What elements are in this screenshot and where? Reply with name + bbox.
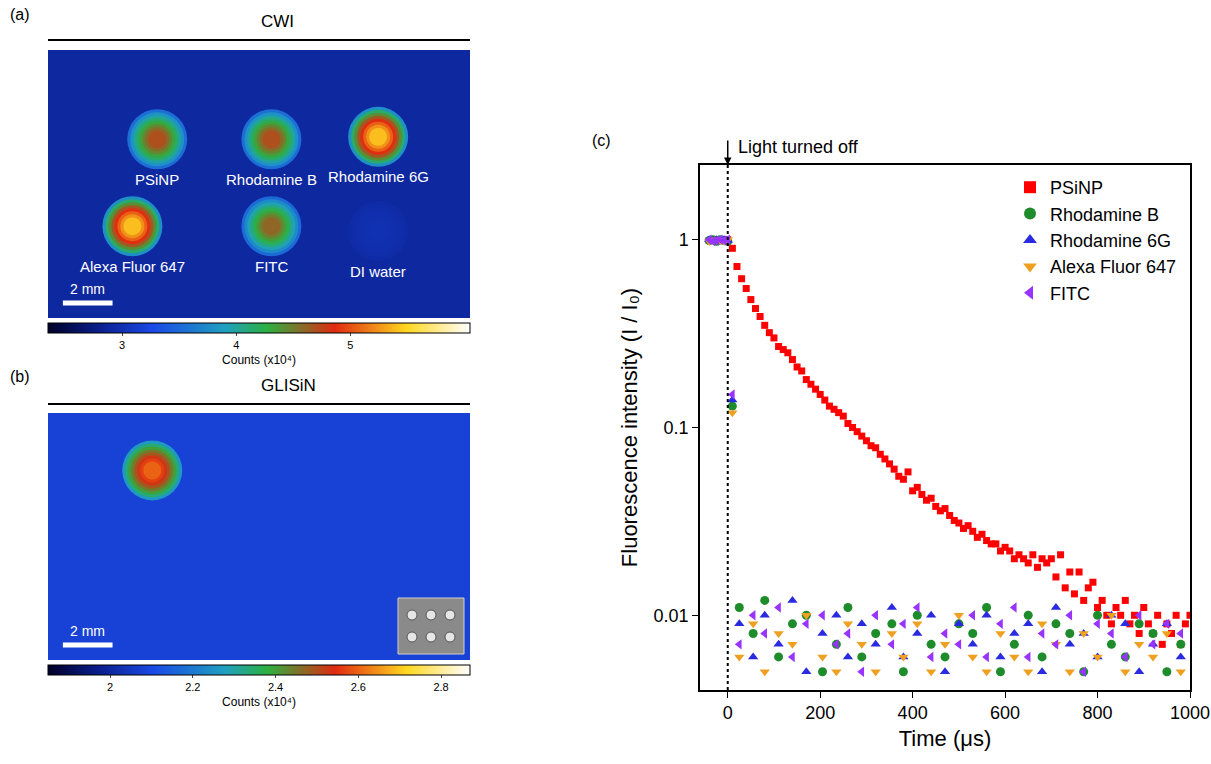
svg-text:800: 800 bbox=[1083, 703, 1113, 723]
svg-text:5: 5 bbox=[347, 339, 353, 351]
svg-text:1: 1 bbox=[679, 230, 689, 250]
svg-text:Fluorescence intensity (I / I₀: Fluorescence intensity (I / I₀) bbox=[617, 288, 642, 567]
svg-text:Rhodamine 6G: Rhodamine 6G bbox=[1050, 231, 1171, 251]
svg-text:FITC: FITC bbox=[1050, 284, 1090, 304]
svg-text:Time (μs): Time (μs) bbox=[899, 726, 992, 751]
svg-text:2.8: 2.8 bbox=[433, 681, 448, 693]
svg-text:PSiNP: PSiNP bbox=[135, 171, 179, 188]
svg-text:0: 0 bbox=[723, 703, 733, 723]
svg-text:Light turned off: Light turned off bbox=[738, 137, 859, 157]
svg-text:3: 3 bbox=[119, 339, 125, 351]
svg-text:Counts (x10⁴): Counts (x10⁴) bbox=[222, 353, 296, 367]
svg-text:Alexa Fluor 647: Alexa Fluor 647 bbox=[80, 258, 185, 275]
svg-text:2.6: 2.6 bbox=[351, 681, 366, 693]
svg-text:400: 400 bbox=[898, 703, 928, 723]
svg-text:GLISiN: GLISiN bbox=[261, 376, 316, 395]
svg-text:600: 600 bbox=[990, 703, 1020, 723]
svg-text:200: 200 bbox=[805, 703, 835, 723]
svg-text:0.01: 0.01 bbox=[654, 606, 689, 626]
svg-text:Rhodamine B: Rhodamine B bbox=[1050, 205, 1159, 225]
svg-text:2: 2 bbox=[107, 681, 113, 693]
svg-text:0.1: 0.1 bbox=[664, 418, 689, 438]
svg-text:(c): (c) bbox=[592, 132, 611, 149]
svg-text:Rhodamine B: Rhodamine B bbox=[226, 171, 317, 188]
svg-text:(a): (a) bbox=[10, 6, 30, 23]
svg-text:(b): (b) bbox=[10, 368, 30, 385]
svg-text:Rhodamine 6G: Rhodamine 6G bbox=[328, 168, 429, 185]
svg-text:4: 4 bbox=[233, 339, 239, 351]
svg-text:2.2: 2.2 bbox=[185, 681, 200, 693]
svg-text:CWI: CWI bbox=[261, 12, 294, 31]
svg-text:1000: 1000 bbox=[1170, 703, 1210, 723]
svg-text:Counts (x10⁴): Counts (x10⁴) bbox=[222, 695, 296, 709]
svg-text:2 mm: 2 mm bbox=[70, 281, 105, 297]
svg-text:FITC: FITC bbox=[255, 258, 288, 275]
svg-text:2.4: 2.4 bbox=[268, 681, 283, 693]
svg-text:PSiNP: PSiNP bbox=[1050, 178, 1103, 198]
svg-text:Alexa Fluor 647: Alexa Fluor 647 bbox=[1050, 257, 1176, 277]
svg-text:2 mm: 2 mm bbox=[70, 623, 105, 639]
svg-text:DI water: DI water bbox=[350, 263, 406, 280]
